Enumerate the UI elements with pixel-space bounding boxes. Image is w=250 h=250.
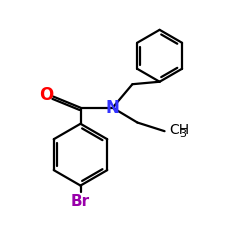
Text: O: O [39,86,53,104]
Text: 3: 3 [180,129,186,139]
Text: Br: Br [71,194,90,209]
Text: CH: CH [169,123,189,137]
Text: N: N [106,99,120,117]
